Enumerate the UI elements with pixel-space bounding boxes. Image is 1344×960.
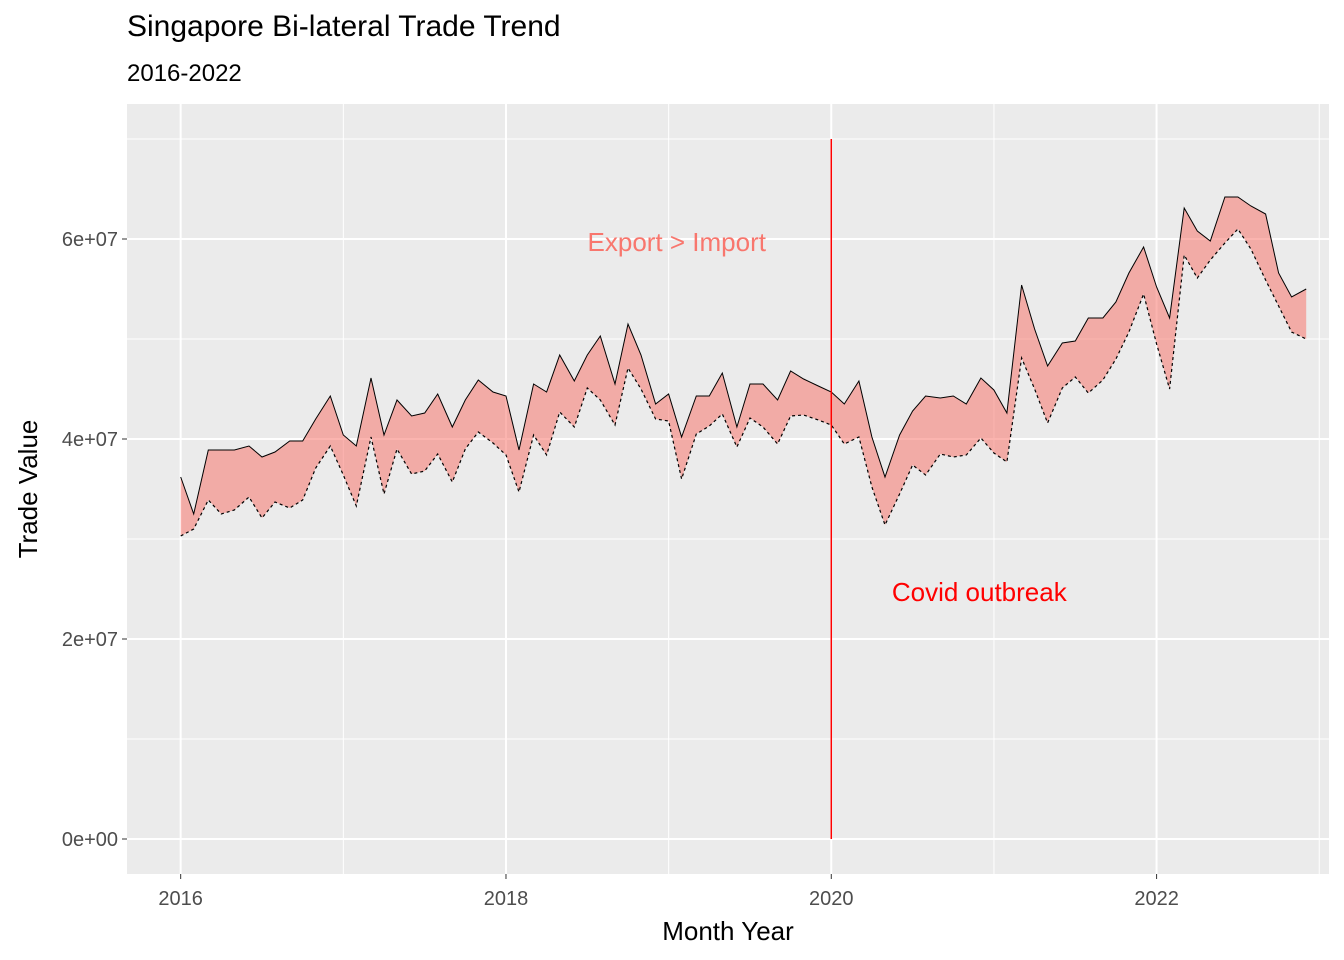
- y-tick-label: 6e+07: [62, 229, 118, 251]
- x-tick-label: 2020: [809, 888, 854, 910]
- y-tick-label: 2e+07: [62, 629, 118, 651]
- minor-gridlines: [127, 104, 1329, 874]
- y-axis-title: Trade Value: [13, 420, 43, 559]
- ribbon-layer: [180, 196, 1307, 537]
- export-line: [180, 196, 1307, 516]
- annotation-layer: Export > Import Covid outbreak: [588, 227, 1068, 607]
- y-tick-label: 0e+00: [62, 829, 118, 851]
- y-tick-label: 4e+07: [62, 429, 118, 451]
- plot-panel: [127, 104, 1329, 874]
- annotation-label: Export > Import: [588, 227, 767, 257]
- x-tick-label: 2016: [158, 888, 203, 910]
- x-axis-title: Month Year: [662, 916, 794, 946]
- chart-subtitle: 2016-2022: [127, 60, 242, 87]
- x-tick-label: 2018: [484, 888, 529, 910]
- x-tick-label: 2022: [1134, 888, 1179, 910]
- chart-title: Singapore Bi-lateral Trade Trend: [127, 10, 561, 43]
- import-line: [180, 228, 1307, 537]
- export-import-ribbon: [180, 197, 1307, 536]
- axis-layer: 2016 2018 2020 2022 0e+00 2e+07 4e+07 6e+07: [62, 229, 1179, 910]
- annotation-label: Covid outbreak: [892, 577, 1068, 607]
